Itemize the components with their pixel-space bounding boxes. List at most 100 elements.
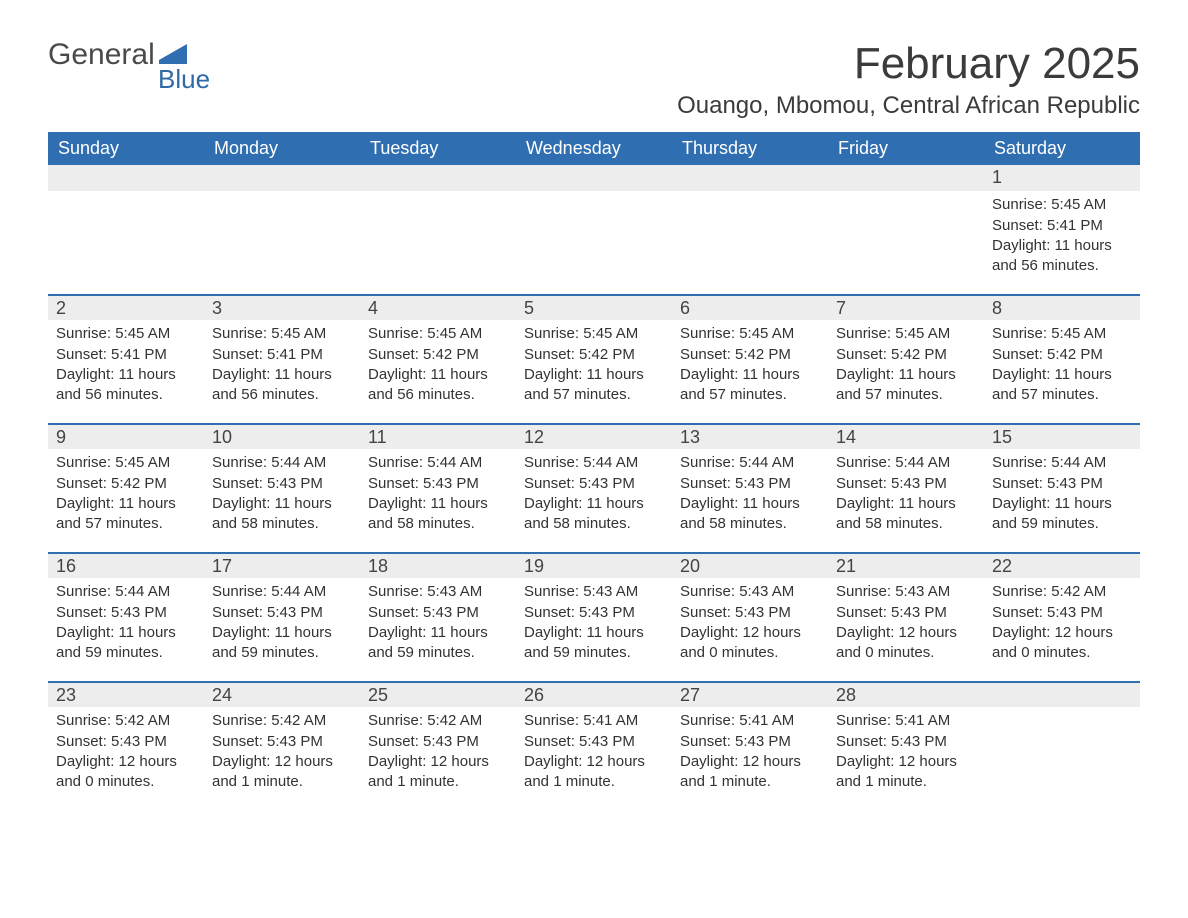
sunrise-text: Sunrise: 5:45 AM xyxy=(212,324,352,344)
day-cell-inner: 14Sunrise: 5:44 AMSunset: 5:43 PMDayligh… xyxy=(828,423,984,552)
day-cell: 24Sunrise: 5:42 AMSunset: 5:43 PMDayligh… xyxy=(204,681,360,810)
day-number: 5 xyxy=(516,294,672,320)
day-cell: 18Sunrise: 5:43 AMSunset: 5:43 PMDayligh… xyxy=(360,552,516,681)
logo-text-sub: Blue xyxy=(158,66,210,92)
sunrise-text: Sunrise: 5:43 AM xyxy=(524,582,664,602)
daylight-text: Daylight: 11 hours and 57 minutes. xyxy=(836,365,976,406)
sunrise-text: Sunrise: 5:44 AM xyxy=(212,582,352,602)
day-details: Sunrise: 5:43 AMSunset: 5:43 PMDaylight:… xyxy=(516,578,672,663)
day-cell: 4Sunrise: 5:45 AMSunset: 5:42 PMDaylight… xyxy=(360,294,516,423)
day-number: 3 xyxy=(204,294,360,320)
daylight-text: Daylight: 11 hours and 56 minutes. xyxy=(56,365,196,406)
day-cell: 12Sunrise: 5:44 AMSunset: 5:43 PMDayligh… xyxy=(516,423,672,552)
day-number: 21 xyxy=(828,552,984,578)
daylight-text: Daylight: 12 hours and 0 minutes. xyxy=(680,623,820,664)
day-details: Sunrise: 5:42 AMSunset: 5:43 PMDaylight:… xyxy=(984,578,1140,663)
sunrise-text: Sunrise: 5:41 AM xyxy=(680,711,820,731)
day-cell xyxy=(672,165,828,294)
sunrise-text: Sunrise: 5:44 AM xyxy=(56,582,196,602)
sunrise-text: Sunrise: 5:45 AM xyxy=(680,324,820,344)
day-number: 23 xyxy=(48,681,204,707)
sunset-text: Sunset: 5:42 PM xyxy=(368,345,508,365)
sunset-text: Sunset: 5:42 PM xyxy=(680,345,820,365)
sunrise-text: Sunrise: 5:44 AM xyxy=(680,453,820,473)
day-cell-inner xyxy=(984,681,1140,809)
day-details: Sunrise: 5:42 AMSunset: 5:43 PMDaylight:… xyxy=(360,707,516,792)
day-cell: 8Sunrise: 5:45 AMSunset: 5:42 PMDaylight… xyxy=(984,294,1140,423)
sunrise-text: Sunrise: 5:44 AM xyxy=(368,453,508,473)
sunset-text: Sunset: 5:43 PM xyxy=(368,474,508,494)
sunrise-text: Sunrise: 5:45 AM xyxy=(368,324,508,344)
day-number xyxy=(672,165,828,191)
day-cell-inner: 16Sunrise: 5:44 AMSunset: 5:43 PMDayligh… xyxy=(48,552,204,681)
day-number: 1 xyxy=(984,165,1140,191)
sunrise-text: Sunrise: 5:41 AM xyxy=(836,711,976,731)
sunset-text: Sunset: 5:43 PM xyxy=(368,603,508,623)
sunset-text: Sunset: 5:43 PM xyxy=(524,732,664,752)
day-header: Tuesday xyxy=(360,132,516,165)
day-cell-inner: 24Sunrise: 5:42 AMSunset: 5:43 PMDayligh… xyxy=(204,681,360,810)
day-cell: 19Sunrise: 5:43 AMSunset: 5:43 PMDayligh… xyxy=(516,552,672,681)
day-number: 16 xyxy=(48,552,204,578)
day-details: Sunrise: 5:44 AMSunset: 5:43 PMDaylight:… xyxy=(672,449,828,534)
sunrise-text: Sunrise: 5:42 AM xyxy=(56,711,196,731)
day-number: 9 xyxy=(48,423,204,449)
daylight-text: Daylight: 12 hours and 1 minute. xyxy=(680,752,820,793)
day-details: Sunrise: 5:44 AMSunset: 5:43 PMDaylight:… xyxy=(48,578,204,663)
daylight-text: Daylight: 11 hours and 58 minutes. xyxy=(212,494,352,535)
day-cell: 11Sunrise: 5:44 AMSunset: 5:43 PMDayligh… xyxy=(360,423,516,552)
day-details: Sunrise: 5:45 AMSunset: 5:41 PMDaylight:… xyxy=(984,191,1140,276)
day-cell-inner: 2Sunrise: 5:45 AMSunset: 5:41 PMDaylight… xyxy=(48,294,204,423)
day-cell-inner: 3Sunrise: 5:45 AMSunset: 5:41 PMDaylight… xyxy=(204,294,360,423)
daylight-text: Daylight: 11 hours and 59 minutes. xyxy=(212,623,352,664)
daylight-text: Daylight: 11 hours and 59 minutes. xyxy=(368,623,508,664)
sunset-text: Sunset: 5:42 PM xyxy=(524,345,664,365)
day-cell: 21Sunrise: 5:43 AMSunset: 5:43 PMDayligh… xyxy=(828,552,984,681)
day-cell-inner: 20Sunrise: 5:43 AMSunset: 5:43 PMDayligh… xyxy=(672,552,828,681)
day-cell xyxy=(48,165,204,294)
week-row: 9Sunrise: 5:45 AMSunset: 5:42 PMDaylight… xyxy=(48,423,1140,552)
day-details: Sunrise: 5:45 AMSunset: 5:41 PMDaylight:… xyxy=(204,320,360,405)
day-cell: 27Sunrise: 5:41 AMSunset: 5:43 PMDayligh… xyxy=(672,681,828,810)
daylight-text: Daylight: 12 hours and 1 minute. xyxy=(836,752,976,793)
day-number: 12 xyxy=(516,423,672,449)
sunset-text: Sunset: 5:42 PM xyxy=(56,474,196,494)
day-header: Saturday xyxy=(984,132,1140,165)
day-cell: 15Sunrise: 5:44 AMSunset: 5:43 PMDayligh… xyxy=(984,423,1140,552)
day-cell xyxy=(360,165,516,294)
sunrise-text: Sunrise: 5:44 AM xyxy=(992,453,1132,473)
day-details: Sunrise: 5:45 AMSunset: 5:42 PMDaylight:… xyxy=(516,320,672,405)
day-details: Sunrise: 5:45 AMSunset: 5:42 PMDaylight:… xyxy=(360,320,516,405)
day-number: 6 xyxy=(672,294,828,320)
day-cell-inner: 21Sunrise: 5:43 AMSunset: 5:43 PMDayligh… xyxy=(828,552,984,681)
daylight-text: Daylight: 11 hours and 56 minutes. xyxy=(212,365,352,406)
day-cell: 16Sunrise: 5:44 AMSunset: 5:43 PMDayligh… xyxy=(48,552,204,681)
sunrise-text: Sunrise: 5:45 AM xyxy=(524,324,664,344)
sunset-text: Sunset: 5:43 PM xyxy=(680,732,820,752)
day-cell: 7Sunrise: 5:45 AMSunset: 5:42 PMDaylight… xyxy=(828,294,984,423)
day-details: Sunrise: 5:45 AMSunset: 5:42 PMDaylight:… xyxy=(48,449,204,534)
location: Ouango, Mbomou, Central African Republic xyxy=(677,92,1140,120)
day-number xyxy=(984,681,1140,707)
sunset-text: Sunset: 5:43 PM xyxy=(524,474,664,494)
day-number: 10 xyxy=(204,423,360,449)
day-number: 25 xyxy=(360,681,516,707)
sunrise-text: Sunrise: 5:45 AM xyxy=(56,324,196,344)
day-details: Sunrise: 5:41 AMSunset: 5:43 PMDaylight:… xyxy=(828,707,984,792)
day-header: Sunday xyxy=(48,132,204,165)
day-cell-inner: 5Sunrise: 5:45 AMSunset: 5:42 PMDaylight… xyxy=(516,294,672,423)
sunset-text: Sunset: 5:41 PM xyxy=(56,345,196,365)
day-cell-inner xyxy=(672,165,828,293)
sunrise-text: Sunrise: 5:44 AM xyxy=(212,453,352,473)
day-header: Thursday xyxy=(672,132,828,165)
day-cell-inner: 11Sunrise: 5:44 AMSunset: 5:43 PMDayligh… xyxy=(360,423,516,552)
day-details: Sunrise: 5:45 AMSunset: 5:42 PMDaylight:… xyxy=(828,320,984,405)
day-cell-inner: 17Sunrise: 5:44 AMSunset: 5:43 PMDayligh… xyxy=(204,552,360,681)
day-cell: 17Sunrise: 5:44 AMSunset: 5:43 PMDayligh… xyxy=(204,552,360,681)
day-cell-inner: 15Sunrise: 5:44 AMSunset: 5:43 PMDayligh… xyxy=(984,423,1140,552)
day-number: 19 xyxy=(516,552,672,578)
day-cell xyxy=(516,165,672,294)
day-number: 17 xyxy=(204,552,360,578)
day-cell: 1Sunrise: 5:45 AMSunset: 5:41 PMDaylight… xyxy=(984,165,1140,294)
daylight-text: Daylight: 11 hours and 57 minutes. xyxy=(992,365,1132,406)
